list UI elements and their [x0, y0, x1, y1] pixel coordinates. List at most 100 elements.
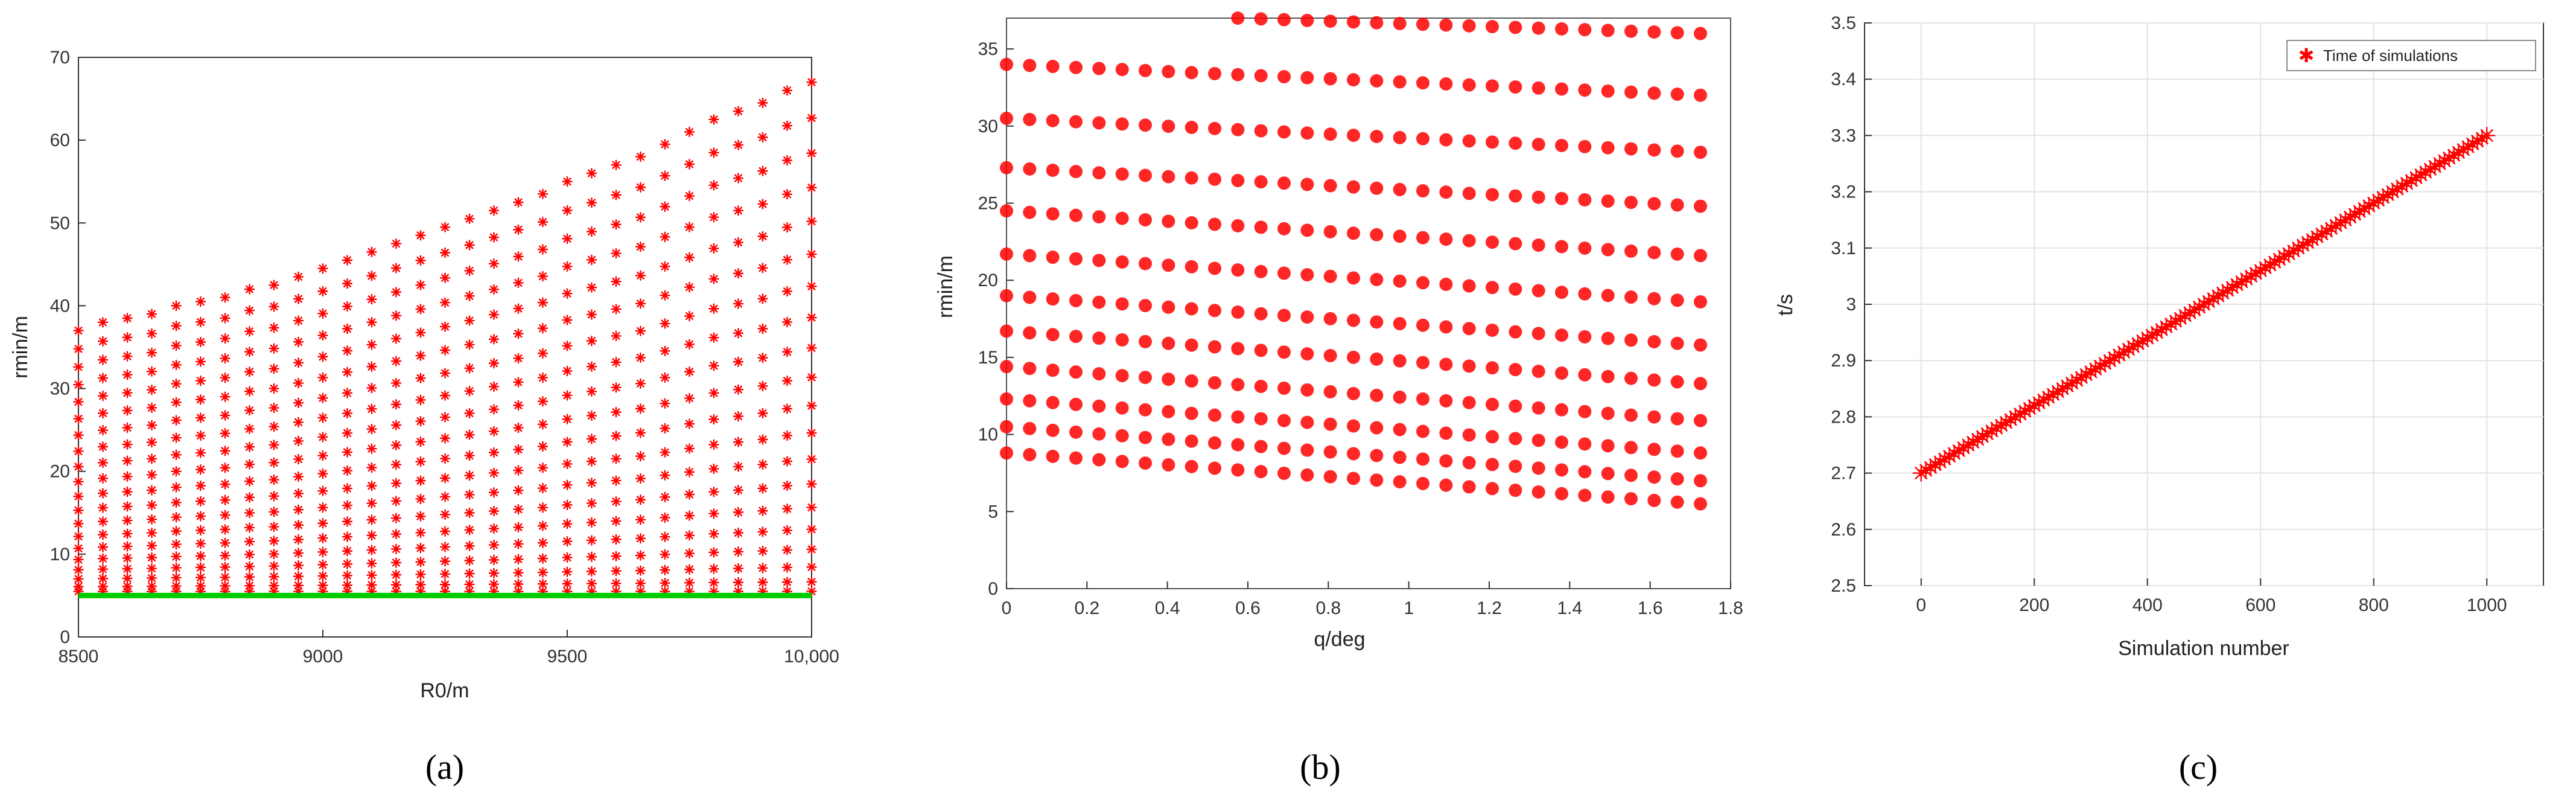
plot-b-point [1277, 176, 1291, 190]
plot-b-point [1069, 115, 1083, 129]
plot-a-point [73, 491, 84, 502]
plot-a-point [415, 557, 426, 568]
plot-a-point [782, 403, 792, 414]
plot-b-point [1393, 274, 1407, 288]
plot-b-point [1624, 371, 1638, 385]
plot-b-point [1000, 392, 1013, 406]
plot-a-point [220, 373, 231, 383]
plot-b-point [1300, 178, 1314, 191]
plot-b-point [1231, 68, 1245, 82]
plot-a-point [366, 361, 377, 372]
plot-a-point [562, 499, 573, 510]
plot-a-point [171, 562, 182, 573]
plot-a-point [538, 217, 548, 228]
plot-a-point [293, 453, 304, 464]
plot-b-point [1046, 449, 1060, 463]
plot-a-point [342, 516, 352, 527]
plot-b-point [1115, 401, 1129, 415]
plot-a-point [440, 526, 450, 537]
plot-b-point [1347, 129, 1360, 142]
plot-b-point [1509, 136, 1522, 150]
plot-a-point [660, 470, 670, 481]
plot-c-point [2063, 374, 2081, 392]
plot-a-point [489, 404, 499, 415]
plot-a-point [391, 333, 401, 344]
plot-a-point [73, 518, 84, 529]
plot-b-point [1115, 455, 1129, 469]
plot-a-point [489, 487, 499, 498]
plot-b-point [1000, 289, 1013, 302]
plot-a-point [98, 564, 108, 575]
plot-a-point [684, 467, 695, 478]
plot-b-point [1023, 290, 1037, 304]
plot-a-point [391, 557, 401, 568]
plot-c-point [2162, 315, 2180, 333]
plot-a-point [122, 388, 133, 398]
plot-b-point [1486, 20, 1499, 34]
plot-b-point [1647, 86, 1661, 100]
plot-b-point [1115, 167, 1129, 181]
plot-a-point [660, 345, 670, 356]
plot-a-point [757, 231, 768, 241]
plot-b-point [1300, 468, 1314, 482]
plot-b-point [1601, 243, 1615, 257]
plot-a-point [317, 412, 328, 423]
plot-a-point [513, 400, 524, 411]
plot-a-point [366, 462, 377, 473]
plot-b-point [1462, 322, 1476, 336]
plot-a-point [171, 497, 182, 508]
plot-a-point [635, 241, 646, 252]
plot-a-point [708, 243, 719, 254]
plot-b-point [1601, 490, 1615, 504]
plot-a-point [342, 580, 352, 590]
plot-b-point [1069, 60, 1083, 74]
plot-a-point [147, 453, 157, 464]
plot-b-xlabel: q/deg [1314, 628, 1365, 651]
plot-c-point [2351, 203, 2368, 220]
plot-a-point [587, 226, 597, 237]
plot-b-point [1416, 231, 1430, 245]
plot-a-point [513, 539, 524, 549]
plot-b-point [1046, 395, 1060, 409]
plot-b-point [1323, 127, 1337, 141]
plot-a-point [733, 237, 743, 248]
plot-a-point [73, 543, 84, 554]
plot-b-point [1647, 443, 1661, 456]
plot-a-point [244, 580, 255, 591]
plot-a-point [733, 328, 743, 339]
plot-b-point [1185, 260, 1198, 273]
plot-a-point [391, 580, 401, 590]
plot-a-point [73, 554, 84, 565]
plot-b-point [1115, 255, 1129, 269]
plot-a-point [171, 466, 182, 477]
plot-b-point [1300, 126, 1314, 140]
plot-b-point [1416, 476, 1430, 490]
plot-a-point [244, 561, 255, 572]
legend-box [2286, 40, 2536, 71]
plot-a-point [269, 549, 279, 560]
plot-b-point [1208, 261, 1221, 275]
plot-a-point [98, 336, 108, 347]
plot-a-point [513, 197, 524, 208]
plot-b-point [1046, 207, 1060, 221]
plot-a-point [147, 514, 157, 525]
plot-a-point [73, 581, 84, 592]
plot-c-ylabel: t/s [1774, 294, 1797, 316]
plot-a-point [660, 512, 670, 523]
plot-a-point [196, 296, 206, 307]
plot-c-point [2257, 259, 2274, 277]
plot-a-ytick-label: 30 [50, 379, 70, 399]
plot-a-point [464, 408, 475, 418]
plot-a-point [366, 530, 377, 541]
plot-a-point [782, 376, 792, 386]
plot-b-point [1185, 459, 1198, 473]
plot-b-point [1277, 309, 1291, 322]
plot-b-xtick-label: 1.6 [1638, 598, 1663, 618]
plot-a-point [147, 309, 157, 319]
plot-b-ticks: 0 0.2 0.4 0.6 0.8 1 1.2 1.4 1.6 1.8 0 5 10 15 20 25 30 35 [978, 39, 1743, 618]
plot-a-point [733, 437, 743, 447]
plot-b-point [1231, 174, 1245, 188]
plot-a-point [708, 487, 719, 497]
plot-a-point [220, 572, 231, 583]
plot-a-point [635, 378, 646, 389]
